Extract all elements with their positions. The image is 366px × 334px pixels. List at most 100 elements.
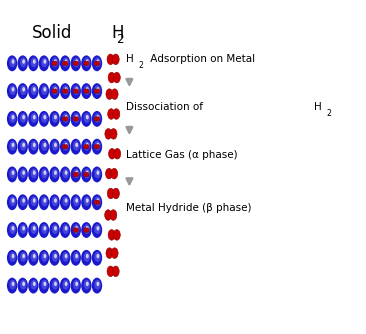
Circle shape [75,226,78,230]
Circle shape [73,172,76,177]
Circle shape [97,144,100,149]
Circle shape [10,169,16,178]
Circle shape [12,198,15,203]
Circle shape [97,254,99,258]
Circle shape [110,210,117,220]
Circle shape [44,226,46,230]
Circle shape [54,61,57,65]
Circle shape [63,89,66,93]
Circle shape [54,87,57,92]
Text: H: H [126,54,134,64]
Circle shape [86,282,89,286]
Circle shape [20,196,26,206]
Circle shape [92,167,102,182]
Circle shape [63,57,69,67]
Circle shape [65,144,68,149]
Circle shape [18,278,28,294]
Circle shape [28,278,38,294]
Circle shape [52,85,58,95]
Circle shape [54,170,57,175]
Circle shape [49,278,60,294]
Circle shape [75,89,78,93]
Circle shape [73,89,76,93]
Circle shape [94,196,101,206]
Circle shape [39,55,49,71]
Circle shape [73,61,76,65]
Text: Metal Hydride (β phase): Metal Hydride (β phase) [126,203,252,213]
Circle shape [86,87,89,92]
Circle shape [41,224,48,234]
Circle shape [39,278,49,294]
Circle shape [86,144,89,149]
Circle shape [94,57,101,67]
Circle shape [71,250,81,266]
Circle shape [28,55,38,71]
Circle shape [71,278,81,294]
Circle shape [81,194,92,210]
Text: H: H [314,103,321,112]
Circle shape [22,254,25,258]
Circle shape [71,83,81,99]
Circle shape [49,194,60,210]
Circle shape [31,196,37,206]
Circle shape [65,115,68,119]
Circle shape [86,170,89,175]
Circle shape [41,141,48,151]
Circle shape [97,89,100,93]
Circle shape [63,117,66,121]
Circle shape [113,229,120,240]
Circle shape [44,143,46,147]
Text: Dissociation of: Dissociation of [126,103,206,112]
Circle shape [73,57,79,67]
Text: 2: 2 [116,33,124,46]
Circle shape [75,61,78,65]
Circle shape [65,282,68,286]
Circle shape [20,224,26,234]
Circle shape [60,167,70,182]
Circle shape [18,111,28,127]
Circle shape [7,139,17,155]
Circle shape [73,224,79,234]
Circle shape [108,229,115,240]
Circle shape [44,170,46,175]
Circle shape [33,254,36,258]
Circle shape [60,111,70,127]
Circle shape [84,113,90,123]
Circle shape [84,141,90,151]
Circle shape [22,282,25,286]
Circle shape [81,222,92,238]
Circle shape [63,224,69,234]
Circle shape [52,89,55,93]
Circle shape [81,167,92,182]
Circle shape [63,61,66,65]
Circle shape [65,59,68,64]
Circle shape [31,280,37,290]
Circle shape [39,250,49,266]
Circle shape [92,83,102,99]
Circle shape [63,85,69,95]
Circle shape [113,109,120,119]
Circle shape [63,252,69,262]
Circle shape [20,85,26,95]
Circle shape [41,57,48,67]
Circle shape [86,198,89,203]
Circle shape [92,278,102,294]
Circle shape [81,83,92,99]
Circle shape [18,222,28,238]
Circle shape [84,85,90,95]
Circle shape [12,87,15,92]
Circle shape [84,280,90,290]
Circle shape [52,252,58,262]
Circle shape [54,198,57,203]
Circle shape [97,59,99,64]
Text: 2: 2 [139,61,144,70]
Circle shape [63,196,69,206]
Circle shape [97,200,100,204]
Circle shape [65,198,68,203]
Circle shape [31,224,37,234]
Circle shape [75,172,78,177]
Circle shape [73,169,79,178]
Circle shape [31,169,37,178]
Circle shape [63,144,66,149]
Circle shape [81,139,92,155]
